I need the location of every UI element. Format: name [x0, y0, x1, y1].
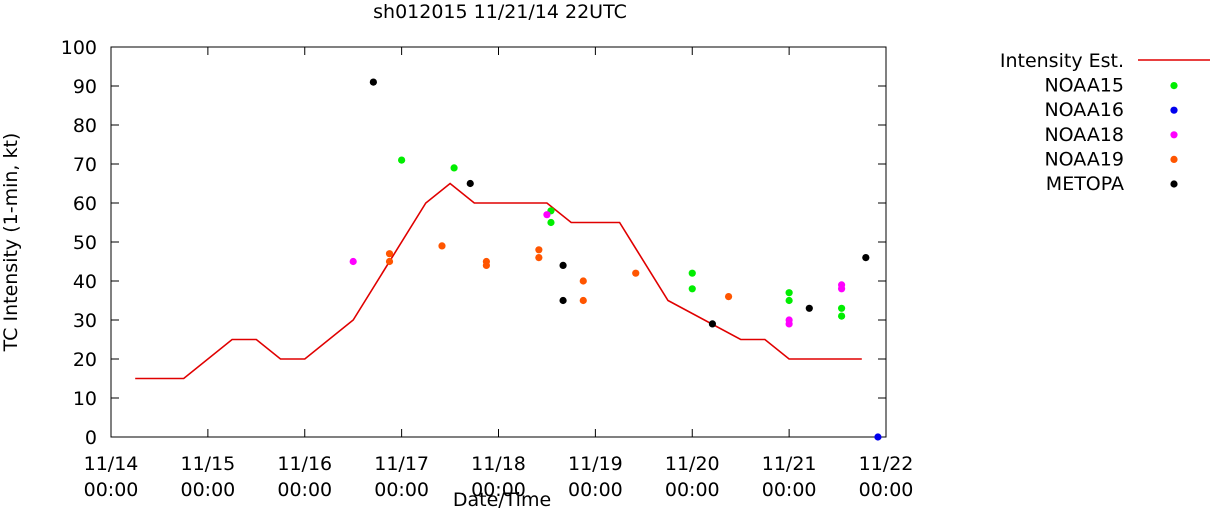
chart-title: sh012015 11/21/14 22UTC: [373, 1, 627, 23]
point-noaa18: [837, 285, 846, 293]
x-tick-label-time: 00:00: [471, 479, 526, 501]
legend-label-noaa16: NOAA16: [1044, 99, 1124, 121]
point-noaa18: [543, 211, 551, 219]
point-metopa: [559, 261, 567, 269]
point-metopa: [708, 320, 717, 328]
y-tick-label: 90: [73, 76, 97, 98]
x-tick-label-date: 11/20: [665, 453, 720, 475]
y-tick-label: 70: [73, 154, 97, 176]
point-metopa: [369, 78, 377, 86]
x-axis-label: Date/Time: [453, 489, 551, 509]
x-tick-label-date: 11/15: [180, 453, 235, 475]
point-noaa15: [398, 156, 406, 164]
point-noaa19: [724, 293, 733, 301]
series-noaa19: [385, 242, 733, 305]
point-metopa: [466, 179, 474, 188]
point-noaa15: [688, 285, 696, 293]
legend-label-intensity-est: Intensity Est.: [1000, 50, 1124, 72]
point-metopa: [559, 296, 567, 305]
x-tick-label-time: 00:00: [762, 479, 817, 501]
y-tick-label: 40: [73, 271, 97, 293]
y-axis-label: TC Intensity (1-min, kt): [0, 133, 22, 353]
x-tick-label-time: 00:00: [180, 479, 235, 501]
x-tick-label-time: 00:00: [84, 479, 139, 501]
x-tick-label-date: 11/19: [568, 453, 623, 475]
point-noaa19: [535, 254, 543, 262]
y-tick-label: 100: [61, 37, 97, 59]
point-noaa19: [438, 242, 446, 250]
x-tick-label-time: 00:00: [374, 479, 429, 501]
series-line-intensity-est: [135, 182, 862, 380]
point-metopa: [862, 254, 870, 262]
x-tick-label-time: 00:00: [665, 479, 720, 501]
point-noaa15: [785, 289, 793, 297]
x-tick-label-date: 11/22: [859, 453, 914, 475]
point-noaa19: [482, 261, 490, 269]
point-noaa16: [874, 433, 882, 441]
series-layer: [135, 78, 882, 441]
x-tick-label-time: 00:00: [568, 479, 623, 501]
point-noaa15: [547, 218, 555, 227]
point-noaa18: [349, 257, 357, 266]
plot-frame: [110, 46, 887, 438]
point-noaa19: [579, 277, 587, 285]
y-axis: 0 10 20 30 40 50 60 70 80 90 100: [61, 37, 886, 449]
point-noaa18: [785, 320, 793, 328]
x-tick-label-date: 11/21: [762, 453, 817, 475]
legend-label-noaa15: NOAA15: [1044, 75, 1124, 97]
legend-swatch-noaa19: [1170, 155, 1178, 163]
point-noaa19: [632, 269, 640, 277]
legend-swatch-noaa15: [1170, 82, 1178, 90]
y-tick-label: 0: [85, 427, 97, 449]
legend-label-noaa19: NOAA19: [1044, 148, 1124, 170]
y-tick-label: 30: [73, 310, 97, 332]
x-tick-label-date: 11/17: [374, 453, 429, 475]
series-noaa18: [349, 211, 846, 328]
point-noaa15: [450, 164, 458, 172]
point-metopa: [805, 304, 813, 312]
series-noaa16: [874, 433, 882, 441]
point-noaa19: [535, 246, 543, 254]
x-axis: 11/14 00:00 11/15 00:00 11/16 00:00 11/17 00:00…: [84, 47, 914, 501]
x-tick-label-date: 11/16: [277, 453, 332, 475]
point-noaa19: [385, 250, 394, 258]
point-noaa15: [837, 312, 846, 320]
legend-swatch-noaa16: [1170, 106, 1178, 114]
y-tick-label: 60: [73, 193, 97, 215]
series-intensity-est: [135, 182, 862, 380]
legend-swatch-metopa: [1170, 180, 1178, 188]
y-tick-label: 50: [73, 232, 97, 254]
x-tick-label-time: 00:00: [277, 479, 332, 501]
y-tick-label: 20: [73, 349, 97, 371]
x-tick-label-date: 11/14: [84, 453, 139, 475]
x-tick-label-time: 00:00: [859, 479, 914, 501]
point-noaa15: [688, 269, 696, 277]
series-noaa15: [398, 156, 846, 320]
point-noaa15: [785, 296, 793, 305]
point-noaa15: [837, 304, 846, 312]
legend-swatch-noaa18: [1170, 131, 1178, 139]
series-metopa: [369, 78, 870, 328]
y-tick-label: 80: [73, 115, 97, 137]
y-tick-label: 10: [73, 388, 97, 410]
point-noaa19: [579, 296, 587, 305]
point-noaa19: [385, 257, 394, 266]
legend-label-noaa18: NOAA18: [1044, 124, 1124, 146]
x-tick-label-date: 11/18: [471, 453, 526, 475]
legend-label-metopa: METOPA: [1046, 173, 1124, 195]
